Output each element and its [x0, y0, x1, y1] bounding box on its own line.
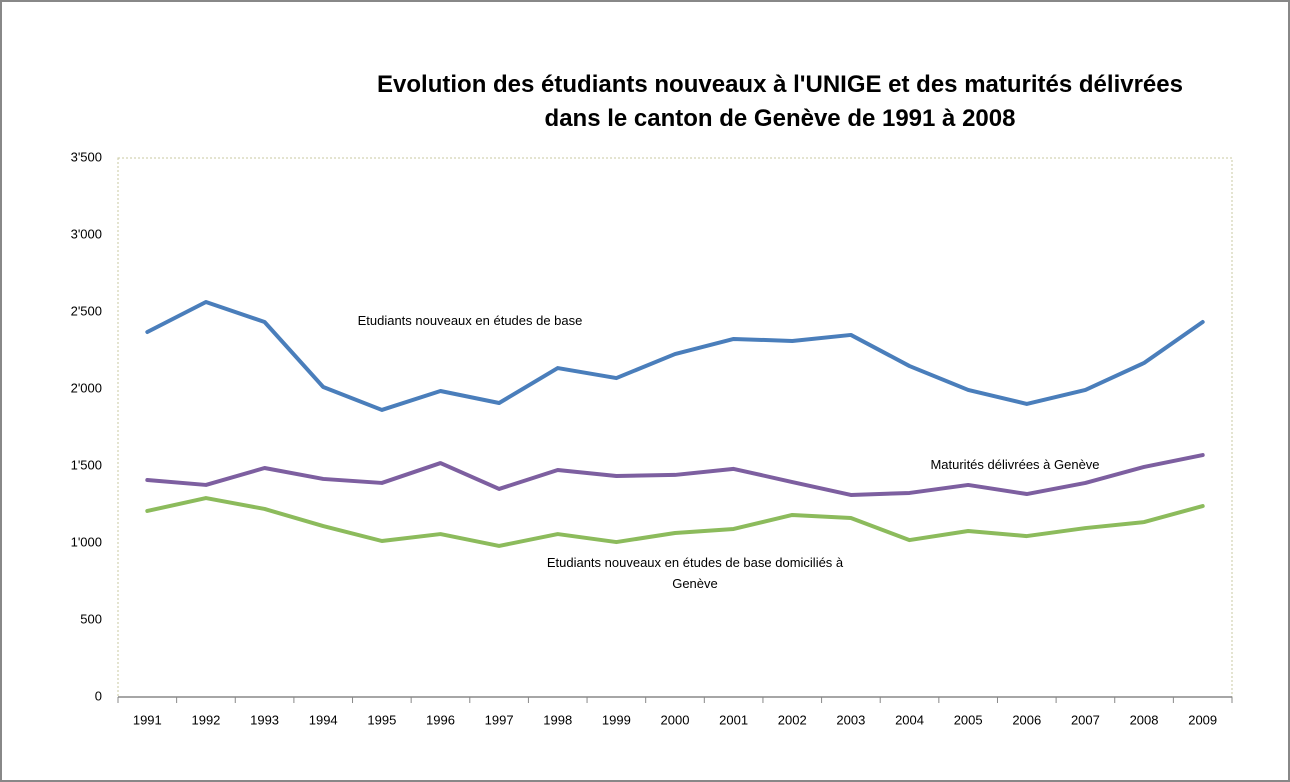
x-tick-label: 1995: [367, 712, 396, 727]
y-tick-label: 2'500: [71, 303, 102, 318]
x-tick-label: 2003: [836, 712, 865, 727]
series-label: Maturités délivrées à Genève: [930, 457, 1100, 472]
x-tick-label: 2007: [1071, 712, 1100, 727]
x-tick-label: 1999: [602, 712, 631, 727]
y-tick-label: 2'000: [71, 380, 102, 395]
x-tick-label: 2001: [719, 712, 748, 727]
x-tick-label: 2005: [954, 712, 983, 727]
series-line: [145, 496, 1205, 548]
y-tick-label: 3'000: [71, 226, 102, 241]
y-tick-label: 1'000: [71, 534, 102, 549]
series-line: [145, 453, 1205, 497]
x-tick-label: 2004: [895, 712, 924, 727]
x-tick-label: 1996: [426, 712, 455, 727]
x-tick-label: 2009: [1188, 712, 1217, 727]
x-tick-label: 1997: [485, 712, 514, 727]
y-tick-label: 3'500: [71, 149, 102, 164]
x-tick-label: 2008: [1130, 712, 1159, 727]
x-tick-label: 1994: [309, 712, 338, 727]
x-tick-label: 2000: [661, 712, 690, 727]
x-tick-label: 1991: [133, 712, 162, 727]
series-label: Etudiants nouveaux en études de base: [357, 313, 583, 328]
x-tick-label: 1998: [543, 712, 572, 727]
y-tick-label: 500: [80, 611, 102, 626]
y-tick-label: 0: [95, 688, 102, 703]
x-tick-label: 1993: [250, 712, 279, 727]
plot-border: [117, 157, 1233, 698]
y-tick-label: 1'500: [71, 457, 102, 472]
series-line: [145, 299, 1205, 412]
series-label: Etudiants nouveaux en études de base dom…: [546, 555, 844, 591]
chart-title: Evolution des étudiants nouveaux à l'UNI…: [377, 71, 1183, 132]
x-tick-label: 2006: [1012, 712, 1041, 727]
x-tick-label: 1992: [191, 712, 220, 727]
x-tick-label: 2002: [778, 712, 807, 727]
